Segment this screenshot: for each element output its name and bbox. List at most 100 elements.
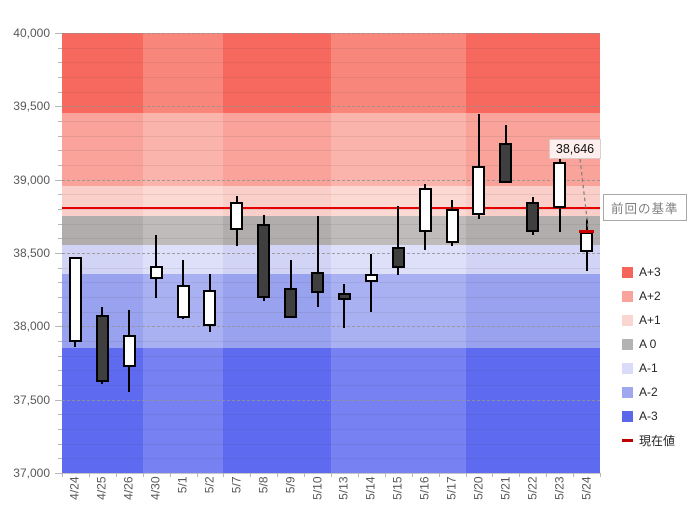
x-axis-tick [196,473,198,477]
y-axis-tick [58,443,62,445]
candle-wick [316,216,319,308]
x-axis-tick [573,473,575,477]
gridline-minor [62,341,600,342]
gridline-minor [62,267,600,269]
x-axis-tick [411,473,413,477]
x-axis-tick [62,473,63,477]
y-axis-tick [58,458,62,460]
y-axis-label: 37,000 [13,466,50,480]
y-axis-tick [55,473,62,474]
gridline-minor [62,194,600,196]
price-band-A+2 [142,112,224,187]
y-axis-tick [55,326,62,328]
x-axis-tick [169,473,171,477]
x-axis-label: 5/16 [417,476,432,500]
baseline-label-box: 前回の基準 [603,194,687,221]
y-axis-label: 40,000 [13,26,50,40]
gridline-minor [62,355,600,357]
gridline-minor [62,91,600,93]
gridline-major [62,179,600,181]
y-axis-tick [58,297,62,298]
y-axis-label: 39,000 [13,172,50,187]
gridline-minor [62,121,600,122]
price-band-A-3 [465,347,600,473]
legend-swatch-icon [622,410,633,422]
x-axis-label: 5/10 [310,476,325,500]
y-axis-tick [58,223,62,225]
y-axis-tick [58,150,62,152]
candle-body [176,285,190,318]
price-band-A+2 [331,112,466,187]
gridline-major [62,399,600,401]
y-axis-tick [58,385,62,386]
legend-label: A-2 [639,385,658,399]
x-axis-tick [600,473,601,477]
candle-wick [343,283,346,328]
legend-label: A+3 [639,265,661,279]
x-axis-tick [304,473,306,477]
y-axis-tick [58,194,62,196]
x-axis-tick [277,473,279,477]
gridline-major [62,33,600,34]
legend-label: A+1 [639,313,661,327]
x-axis-label: 5/15 [390,476,405,500]
y-axis-tick [58,135,62,137]
gridline-minor [62,135,600,137]
gridline-minor [62,209,600,210]
x-axis-label: 5/23 [552,476,567,500]
legend-label: A 0 [639,337,657,351]
price-band-A-1 [465,244,600,275]
candle-body [337,292,351,300]
gridline-minor [62,385,600,386]
y-axis-label: 39,500 [13,99,50,114]
x-axis-tick [465,473,467,477]
candle-body [284,288,298,318]
x-axis-label: 4/30 [148,476,163,500]
y-axis-tick [58,341,62,342]
y-axis-tick [58,209,62,210]
legend-swatch-icon [622,314,633,326]
x-axis-tick [546,473,548,477]
x-axis-label: 5/2 [202,476,217,494]
gridline-major [62,326,600,328]
gridline-minor [62,47,600,49]
legend-label: 現在値 [639,433,676,448]
candle-body [499,143,513,183]
x-axis-label: 5/8 [256,476,271,494]
gridline-minor [62,443,600,445]
x-axis-label: 5/21 [498,476,513,500]
y-axis-tick [58,47,62,49]
candle-body [122,335,136,368]
price-band-A+3 [465,33,600,113]
y-axis-tick [58,370,62,372]
y-axis-tick [58,238,62,240]
price-band-A+3 [223,33,331,113]
price-band-A-3 [223,347,331,473]
candle-body [418,188,432,233]
y-axis-tick [58,165,62,166]
y-axis-tick [55,33,62,34]
price-band-A+1 [142,186,224,216]
y-axis-tick [58,77,62,78]
y-axis-tick [58,121,62,122]
x-axis-label: 4/25 [94,476,109,500]
legend-swatch-icon [622,338,633,350]
x-axis-tick [384,473,386,477]
candle-body [580,231,594,252]
price-band-A-2 [465,274,600,348]
y-axis-tick [58,429,62,430]
legend-item-現在値: 現在値 [622,433,676,448]
candle-body [391,247,405,268]
y-axis-tick [55,399,62,401]
gridline-major [62,106,600,108]
x-axis-tick [142,473,144,477]
y-axis-tick [58,282,62,284]
price-band-A-1 [223,244,331,275]
y-axis-label: 38,000 [13,319,50,334]
baseline-line [62,206,600,209]
legend-swatch-icon [622,362,633,374]
gridline-minor [62,150,600,152]
price-band-A-2 [331,274,466,348]
x-axis-label: 5/20 [471,476,486,500]
price-band-A+3 [142,33,224,113]
